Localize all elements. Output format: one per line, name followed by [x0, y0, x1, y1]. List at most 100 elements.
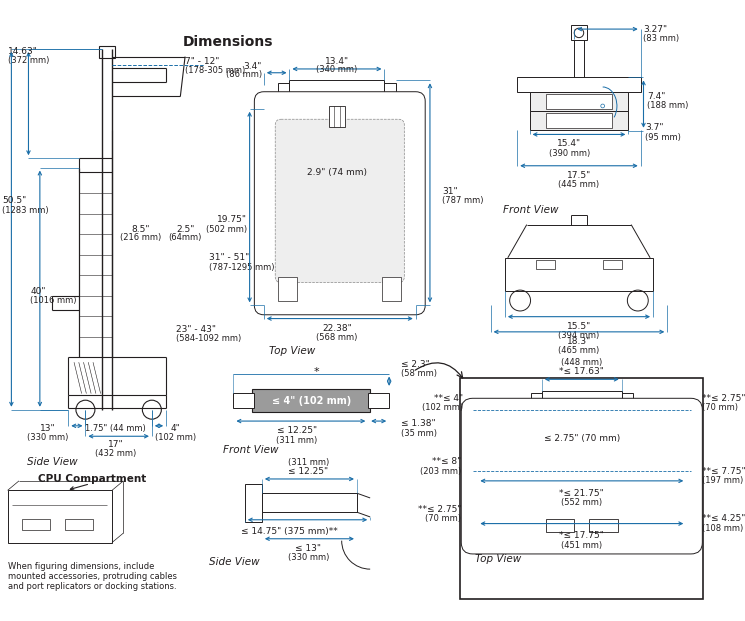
Text: *≤ 17.75": *≤ 17.75": [559, 532, 604, 540]
Text: 7.4": 7.4": [647, 92, 666, 101]
Bar: [233, 392, 254, 408]
Text: 8.5": 8.5": [131, 225, 150, 234]
Text: Front View: Front View: [223, 445, 279, 455]
Text: (330 mm): (330 mm): [27, 433, 68, 442]
Text: (340 mm): (340 mm): [317, 65, 358, 75]
Text: **≤ 4": **≤ 4": [434, 394, 463, 403]
Text: 17.5": 17.5": [567, 171, 591, 179]
Bar: [574, 40, 583, 78]
Text: Top View: Top View: [269, 346, 315, 356]
Text: (108 mm): (108 mm): [703, 524, 744, 533]
Bar: [603, 260, 621, 270]
Text: ≤ 13": ≤ 13": [296, 544, 321, 553]
Text: 50.5": 50.5": [2, 196, 26, 206]
Text: 22.38": 22.38": [322, 324, 352, 333]
Text: 15.5": 15.5": [567, 322, 591, 330]
Text: (102 mm): (102 mm): [422, 403, 463, 412]
Text: **≤ 8": **≤ 8": [432, 458, 461, 466]
Text: (70 mm): (70 mm): [703, 403, 738, 412]
Text: (86 mm): (86 mm): [226, 70, 262, 79]
Text: (178-305 mm): (178-305 mm): [185, 66, 245, 75]
Text: (451 mm): (451 mm): [561, 541, 603, 550]
Bar: [536, 260, 555, 270]
Text: (448 mm): (448 mm): [561, 358, 603, 367]
Text: *: *: [313, 367, 319, 377]
Text: Front View: Front View: [503, 206, 559, 215]
Text: (330 mm): (330 mm): [288, 553, 329, 562]
Bar: [22, 519, 51, 530]
Text: 4": 4": [171, 424, 180, 433]
Bar: [530, 92, 628, 111]
Text: (372 mm): (372 mm): [7, 56, 49, 65]
Text: (203 mm): (203 mm): [420, 467, 461, 476]
Bar: [571, 25, 586, 40]
Text: 3.27": 3.27": [644, 25, 668, 34]
Text: 13": 13": [39, 424, 55, 433]
Text: (584-1092 mm): (584-1092 mm): [176, 334, 241, 343]
Text: 15.4": 15.4": [557, 140, 582, 148]
Bar: [542, 391, 621, 410]
Text: *≤ 21.75": *≤ 21.75": [559, 489, 604, 497]
Bar: [65, 519, 93, 530]
Text: ≤ 1.38": ≤ 1.38": [402, 419, 436, 428]
Text: (83 mm): (83 mm): [644, 34, 679, 43]
Bar: [589, 519, 618, 532]
Text: Top View: Top View: [475, 554, 521, 564]
Text: (35 mm): (35 mm): [402, 429, 437, 438]
Bar: [517, 78, 641, 92]
Text: (432 mm): (432 mm): [95, 449, 136, 458]
Text: ≤ 2.3": ≤ 2.3": [402, 360, 430, 369]
Bar: [262, 493, 357, 512]
Text: (502 mm): (502 mm): [206, 225, 247, 234]
Text: 1.75" (44 mm): 1.75" (44 mm): [86, 424, 146, 433]
Text: 19.75": 19.75": [217, 215, 247, 224]
Text: Side View: Side View: [209, 556, 259, 566]
Text: ≤ 12.25": ≤ 12.25": [277, 426, 317, 435]
Text: 31" - 51": 31" - 51": [209, 253, 249, 262]
Text: 23" - 43": 23" - 43": [176, 325, 215, 333]
Text: 3.7": 3.7": [645, 124, 664, 132]
Text: 18.3": 18.3": [567, 337, 591, 346]
Bar: [505, 258, 653, 291]
Text: ≤ 2.75" (70 mm): ≤ 2.75" (70 mm): [544, 433, 620, 443]
Text: 14.63": 14.63": [7, 47, 37, 57]
Bar: [278, 83, 290, 97]
Bar: [368, 392, 389, 408]
Bar: [290, 80, 384, 101]
Text: 17": 17": [108, 440, 124, 450]
Text: **≤ 2.75": **≤ 2.75": [418, 505, 461, 514]
Text: CPU Compartment: CPU Compartment: [38, 474, 146, 484]
Text: 2.9" (74 mm): 2.9" (74 mm): [307, 168, 367, 177]
Text: ≤ 14.75" (375 mm)**: ≤ 14.75" (375 mm)**: [241, 527, 337, 536]
Text: (1283 mm): (1283 mm): [2, 206, 48, 215]
Text: **≤ 7.75": **≤ 7.75": [703, 467, 745, 476]
Text: 40": 40": [31, 286, 46, 296]
Text: (465 mm): (465 mm): [558, 347, 600, 355]
Bar: [621, 392, 633, 404]
Text: (64mm): (64mm): [168, 233, 202, 242]
Bar: [7, 491, 112, 543]
Text: (787-1295 mm): (787-1295 mm): [209, 263, 274, 272]
Text: (552 mm): (552 mm): [561, 498, 603, 507]
Text: 3.4": 3.4": [244, 61, 262, 71]
Text: (445 mm): (445 mm): [559, 180, 600, 189]
Text: (70 mm): (70 mm): [425, 514, 461, 524]
Text: 13.4": 13.4": [325, 57, 349, 66]
Bar: [253, 389, 370, 412]
Bar: [245, 484, 262, 522]
Text: When figuring dimensions, include
mounted accessories, protruding cables
and por: When figuring dimensions, include mounte…: [7, 561, 177, 591]
Text: Dimensions: Dimensions: [183, 35, 273, 50]
Text: (216 mm): (216 mm): [120, 233, 161, 242]
FancyBboxPatch shape: [461, 398, 703, 554]
Text: (95 mm): (95 mm): [645, 133, 681, 142]
Bar: [546, 94, 612, 109]
Bar: [278, 277, 297, 301]
Bar: [546, 519, 574, 532]
Text: 2.5": 2.5": [176, 225, 194, 234]
Text: (102 mm): (102 mm): [155, 433, 196, 442]
Bar: [382, 277, 402, 301]
Text: 31": 31": [443, 187, 458, 196]
Bar: [384, 83, 396, 97]
Bar: [530, 111, 628, 130]
Bar: [329, 106, 344, 127]
